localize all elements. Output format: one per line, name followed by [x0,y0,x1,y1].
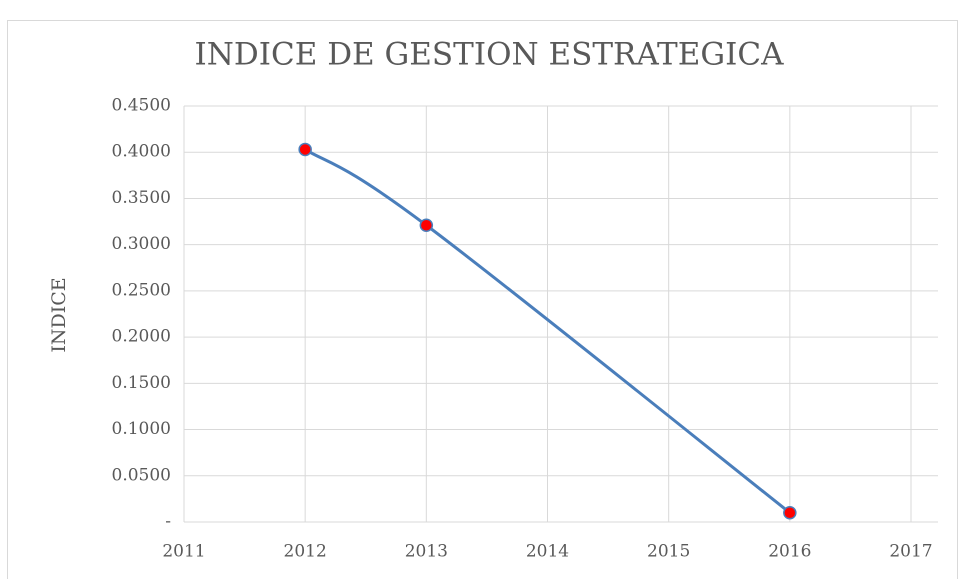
y-tick-label: 0.0500 [112,465,171,485]
series-line [304,148,791,514]
y-tick-label: 0.4500 [112,96,171,116]
x-tick-label: 2012 [284,542,327,562]
chart-frame [7,20,958,579]
data-point [419,218,434,233]
y-tick-label: 0.2000 [112,327,171,347]
y-tick-label: 0.2500 [112,280,171,300]
x-tick-label: 2017 [889,542,932,562]
y-tick-label: 0.3500 [112,188,171,208]
y-tick-label: 0.4000 [112,142,171,162]
data-point [298,142,312,157]
x-tick-label: 2014 [526,542,569,562]
x-tick-label: 2011 [162,542,205,562]
y-tick-label: 0.3000 [112,234,171,254]
x-tick-label: 2015 [647,542,690,562]
x-tick-label: 2016 [768,542,811,562]
data-point [783,506,797,520]
y-tick-label: 0.1500 [112,373,171,393]
chart-title: INDICE DE GESTION ESTRATEGICA [195,37,785,73]
x-tick-label: 2013 [405,542,448,562]
y-tick-label: - [165,512,171,532]
y-axis-label: INDICE [48,277,70,352]
y-tick-label: 0.1000 [112,419,171,439]
